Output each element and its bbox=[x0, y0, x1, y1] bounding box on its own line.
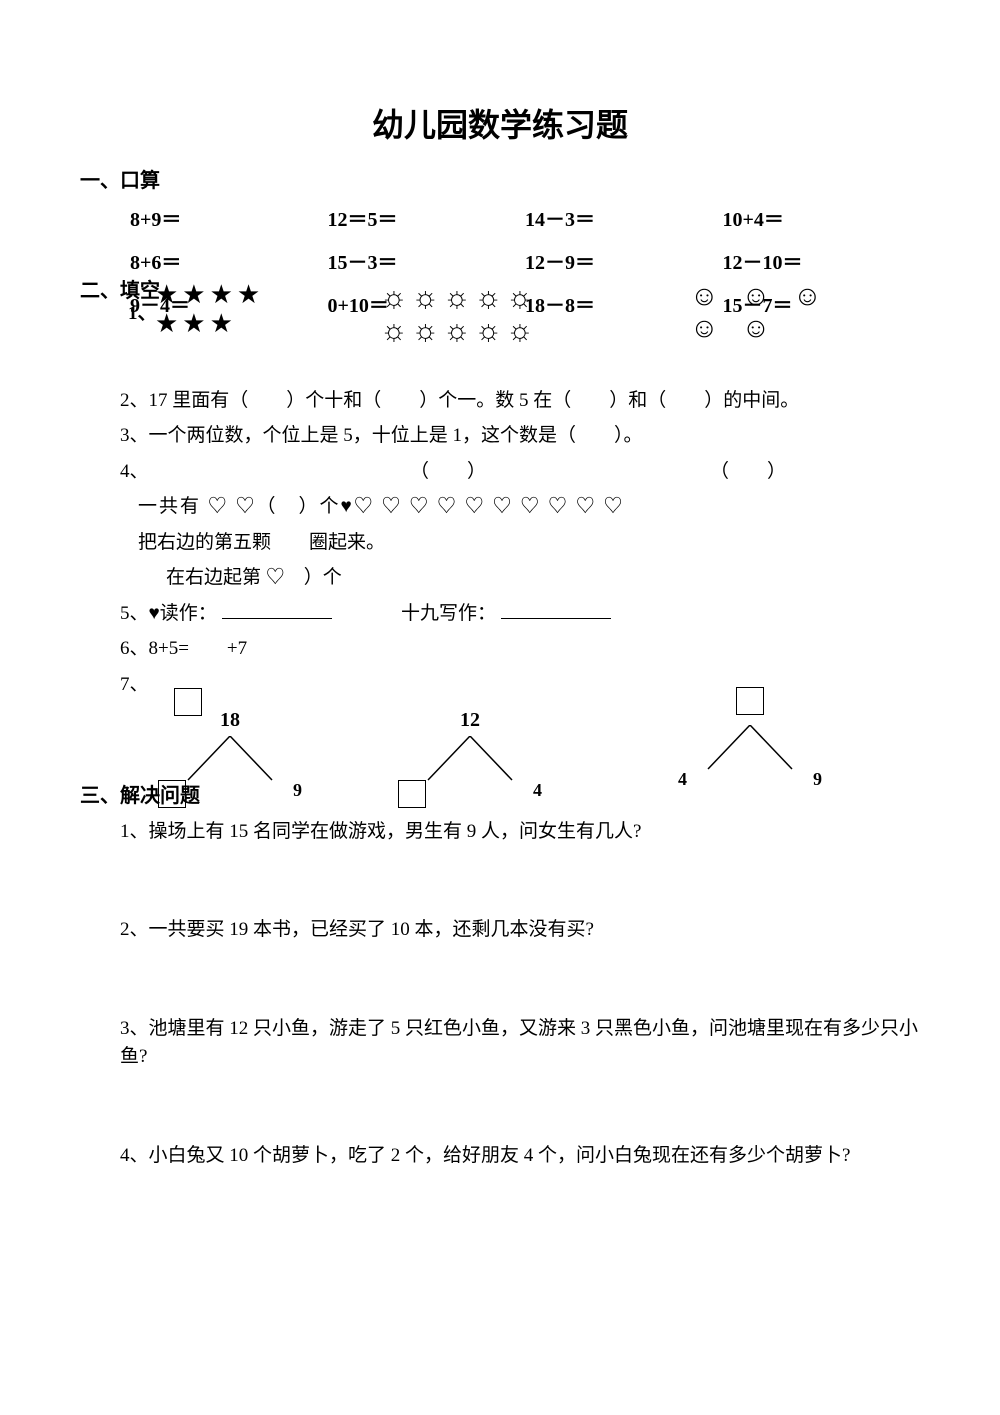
tree1-right: 9 bbox=[293, 780, 302, 808]
section-1-head: 一、口算 bbox=[80, 164, 920, 193]
tree1-left-box bbox=[158, 780, 186, 808]
q5-label-a: 5、♥读作： bbox=[120, 603, 217, 624]
hearts-sub2: 在右边起第 ♡ ）个 bbox=[166, 563, 920, 592]
paren-blank-a: （ ） bbox=[410, 457, 486, 486]
q7-head: 7、 bbox=[120, 674, 149, 695]
tree3-left: 4 bbox=[678, 769, 687, 790]
hearts-line: 一共有 ♡ ♡（ ）个♥♡ ♡ ♡ ♡ ♡ ♡ ♡ ♡ ♡ ♡ bbox=[138, 492, 920, 521]
fill-1-prefix: 1、 bbox=[128, 298, 157, 325]
suns-group: ☼☼☼☼☼ ☼☼☼☼☼ bbox=[380, 281, 537, 347]
word-problem-1: 1、操场上有 15 名同学在做游戏，男生有 9 人，问女生有几人? bbox=[120, 818, 920, 847]
arith-cell: 15－3＝ bbox=[328, 246, 526, 275]
arith-cell: 12－9＝ bbox=[525, 246, 723, 275]
arith-cell: 10+4＝ bbox=[723, 203, 921, 232]
tree1-top: 18 bbox=[140, 709, 320, 732]
tree2-left-box bbox=[398, 780, 426, 808]
arith-cell: 12＝5＝ bbox=[328, 203, 526, 232]
fill-q3: 3、一个两位数，个位上是 5，十位上是 1，这个数是（ ）。 bbox=[120, 421, 920, 450]
number-trees: 18 9 12 4 bbox=[120, 709, 920, 819]
tree3-top-box bbox=[736, 687, 764, 715]
stars-top: ★★★★ bbox=[155, 281, 264, 310]
faces-bottom: ☺ ☺ bbox=[690, 313, 778, 344]
stars-bottom: ★★★ bbox=[155, 310, 237, 339]
paren-blank-b: （ ） bbox=[710, 457, 786, 486]
tree2-right: 4 bbox=[533, 780, 542, 808]
tree2-top: 12 bbox=[380, 709, 560, 732]
tree-branches-icon bbox=[690, 725, 810, 773]
faces-group: ☺ ☺ ☺ ☺ ☺ bbox=[690, 281, 830, 345]
tree-branches-icon bbox=[170, 736, 290, 784]
tree3-right: 9 bbox=[813, 769, 822, 790]
fill-q4-head: 4、 bbox=[120, 461, 149, 482]
q5-blank-b bbox=[501, 599, 611, 619]
suns-row1: ☼☼☼☼☼ bbox=[380, 281, 537, 314]
q5-label-b: 十九写作： bbox=[401, 603, 496, 624]
q6-text: 6、8+5= +7 bbox=[120, 638, 247, 659]
arith-cell: 8+6＝ bbox=[130, 246, 328, 275]
page-title: 幼儿园数学练习题 bbox=[80, 100, 920, 146]
word-problem-4: 4、小白兔又 10 个胡萝卜，吃了 2 个，给好朋友 4 个，问小白兔现在还有多… bbox=[120, 1142, 920, 1171]
faces-top: ☺ ☺ ☺ bbox=[690, 281, 830, 312]
arith-cell: 8+9＝ bbox=[130, 203, 328, 232]
hearts-sub1: 把右边的第五颗 圈起来。 bbox=[138, 528, 920, 557]
arith-cell: 14－3＝ bbox=[525, 203, 723, 232]
tree-branches-icon bbox=[410, 736, 530, 784]
arithmetic-block: 8+9＝ 12＝5＝ 14－3＝ 10+4＝ 8+6＝ 15－3＝ 12－9＝ … bbox=[130, 203, 920, 318]
q5-blank-a bbox=[222, 599, 332, 619]
arith-cell: 12－10＝ bbox=[723, 246, 921, 275]
fill-q2: 2、17 里面有（ ）个十和（ ）个一。数 5 在（ ）和（ ）的中间。 bbox=[120, 386, 920, 415]
suns-row2: ☼☼☼☼☼ bbox=[380, 314, 537, 347]
stars-group: ★★★★ ★★★ bbox=[155, 281, 264, 338]
word-problem-2: 2、一共要买 19 本书，已经买了 10 本，还剩几本没有买? bbox=[120, 916, 920, 945]
word-problem-3: 3、池塘里有 12 只小鱼，游走了 5 只红色小鱼，又游来 3 只黑色小鱼，问池… bbox=[120, 1015, 920, 1072]
word-problems: 1、操场上有 15 名同学在做游戏，男生有 9 人，问女生有几人? 2、一共要买… bbox=[120, 818, 920, 1171]
